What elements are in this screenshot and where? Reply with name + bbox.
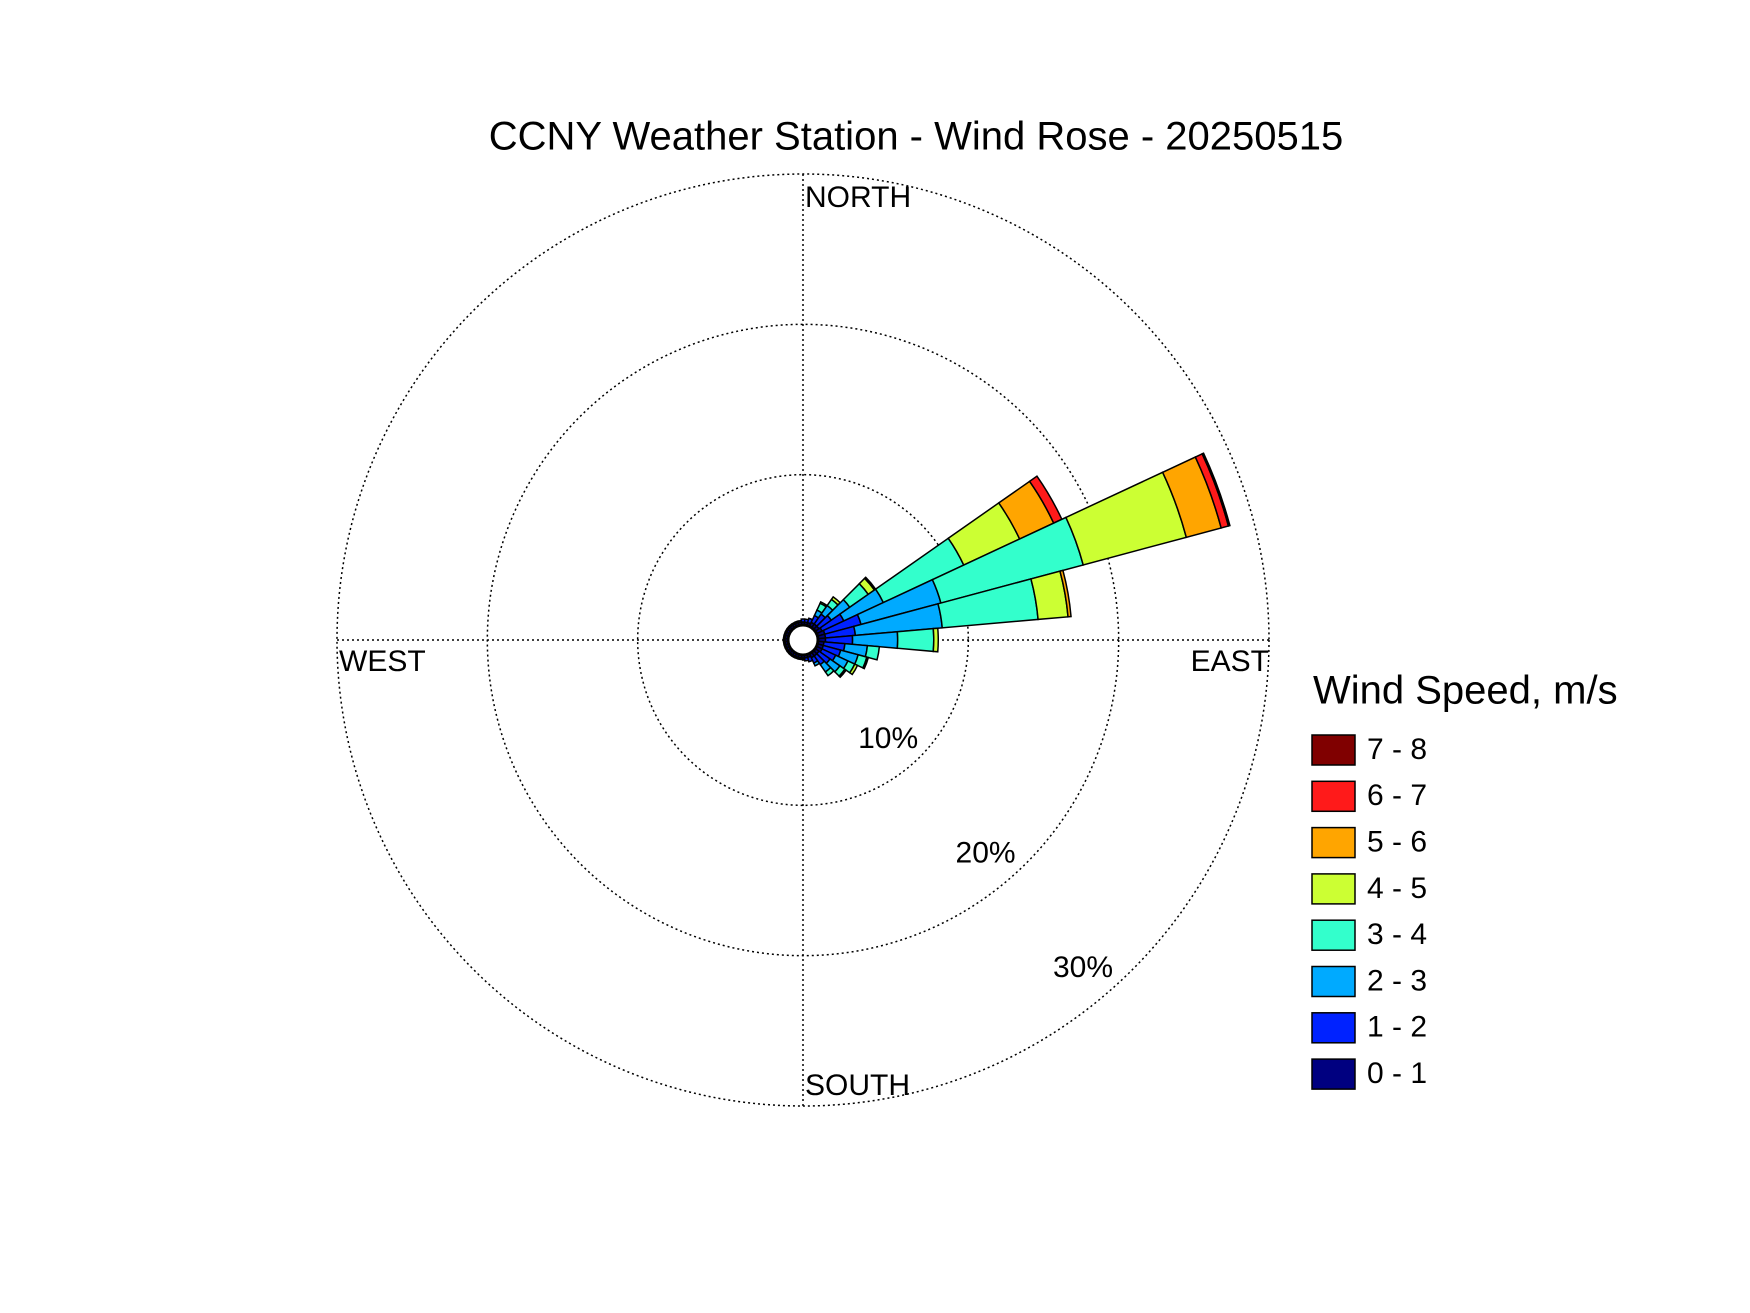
legend-title: Wind Speed, m/s (1313, 669, 1618, 713)
grid-ring (486, 323, 1120, 957)
legend-swatch (1311, 780, 1356, 813)
legend-swatch (1311, 919, 1356, 951)
legend-swatch (1311, 965, 1356, 998)
compass-label: WEST (339, 645, 426, 678)
compass-label: SOUTH (805, 1069, 910, 1102)
legend-label: 3 - 4 (1367, 918, 1427, 951)
r-tick-label: 30% (1053, 951, 1113, 984)
r-tick-label: 10% (858, 722, 918, 755)
legend-label: 4 - 5 (1367, 872, 1427, 905)
wind-segment (812, 659, 821, 667)
wind-segment (1059, 569, 1072, 618)
legend-label: 0 - 1 (1367, 1057, 1427, 1090)
legend-label: 7 - 8 (1367, 733, 1427, 766)
wind-segment (932, 627, 940, 653)
wind-segment (797, 619, 803, 624)
wind-segment (848, 663, 859, 676)
grid-ring (636, 473, 970, 807)
compass-label: EAST (1191, 645, 1269, 678)
legend-label: 2 - 3 (1367, 964, 1427, 997)
legend-swatch (1311, 873, 1356, 905)
wind-segment (896, 627, 935, 653)
legend-swatch (1311, 826, 1356, 859)
legend-label: 5 - 6 (1367, 826, 1427, 859)
wind-segment (1201, 452, 1231, 527)
legend-swatch (1311, 734, 1356, 766)
legend-label: 1 - 2 (1367, 1011, 1427, 1044)
compass-label: NORTH (805, 181, 911, 214)
grid-ring (336, 173, 1270, 1107)
legend-label: 6 - 7 (1367, 779, 1427, 812)
wind-segment (864, 644, 881, 661)
legend-swatch (1311, 1012, 1356, 1044)
wind-segment (803, 656, 810, 662)
center-hole (786, 623, 820, 657)
legend-swatch (1311, 1058, 1356, 1090)
wind-segment (824, 666, 835, 677)
r-tick-label: 20% (956, 836, 1016, 869)
wind-segment (861, 656, 870, 670)
chart-title: CCNY Weather Station - Wind Rose - 20250… (489, 115, 1344, 159)
